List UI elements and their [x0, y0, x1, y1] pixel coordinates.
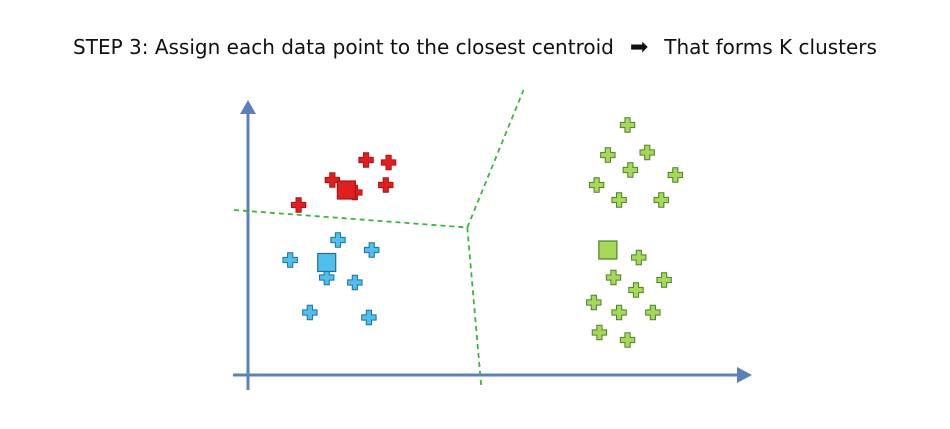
step-title: STEP 3: Assign each data point to the cl…	[73, 35, 614, 59]
centroids	[317, 180, 618, 273]
data-point-red-plus-icon	[324, 172, 341, 188]
data-point-red-plus-icon	[358, 152, 374, 168]
data-point-green-plus-icon	[639, 144, 655, 161]
data-point-green-plus-icon	[605, 269, 622, 286]
data-point-green-plus-icon	[619, 117, 636, 133]
data-point-blue-plus-icon	[347, 274, 363, 291]
boundary-line	[466, 89, 525, 228]
x-axis-arrowhead-icon	[737, 367, 752, 383]
data-point-blue-plus-icon	[361, 309, 377, 326]
title-bar: STEP 3: Assign each data point to the cl…	[0, 30, 950, 64]
result-title: That forms K clusters	[664, 35, 877, 59]
axes	[233, 100, 752, 390]
boundary-line	[233, 209, 468, 229]
data-point-green-plus-icon	[611, 304, 627, 321]
data-point-blue-plus-icon	[319, 269, 335, 286]
y-axis-arrowhead-icon	[240, 100, 256, 114]
data-point-green-plus-icon	[586, 294, 602, 311]
data-point-green-plus-icon	[628, 282, 644, 298]
data-point-red-plus-icon	[378, 177, 394, 193]
centroid-red	[336, 180, 356, 200]
data-point-green-plus-icon	[653, 192, 669, 208]
centroid-green	[598, 240, 618, 260]
data-point-blue-plus-icon	[302, 304, 318, 321]
data-point-green-plus-icon	[591, 324, 608, 341]
data-point-green-plus-icon	[588, 177, 605, 193]
data-point-green-plus-icon	[619, 332, 636, 348]
data-point-green-plus-icon	[600, 147, 616, 163]
data-point-red-plus-icon	[290, 197, 307, 213]
data-point-green-plus-icon	[631, 249, 647, 266]
data-point-green-plus-icon	[656, 272, 672, 288]
data-point-blue-plus-icon	[330, 232, 346, 248]
data-point-blue-plus-icon	[282, 252, 298, 268]
right-arrow-icon: ➡	[629, 34, 649, 60]
boundary-line	[466, 227, 483, 388]
data-points	[282, 117, 684, 348]
cluster-boundaries	[233, 89, 525, 388]
data-point-blue-plus-icon	[364, 242, 380, 258]
data-point-red-plus-icon	[380, 154, 397, 171]
data-point-green-plus-icon	[645, 304, 661, 321]
centroid-blue	[317, 252, 337, 273]
data-point-green-plus-icon	[622, 162, 639, 178]
data-point-green-plus-icon	[667, 167, 684, 183]
data-point-green-plus-icon	[611, 192, 627, 208]
